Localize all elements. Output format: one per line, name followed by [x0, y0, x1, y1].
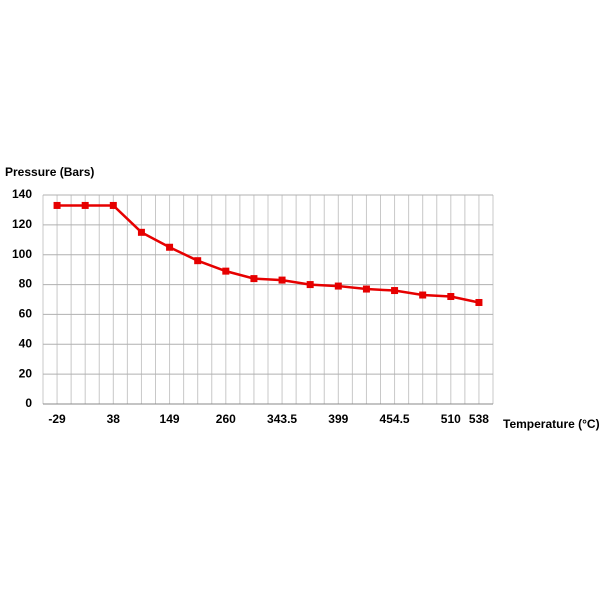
point-marker: [81, 201, 89, 209]
x-tick-label: 538: [469, 412, 489, 426]
point-marker: [475, 298, 483, 306]
y-tick-label: 40: [19, 336, 33, 350]
point-marker: [419, 291, 427, 299]
point-marker: [53, 201, 61, 209]
point-marker: [334, 282, 342, 290]
point-marker: [222, 267, 230, 275]
x-tick-label: 149: [160, 412, 180, 426]
point-marker: [194, 257, 202, 265]
point-marker: [362, 285, 370, 293]
y-tick-label: 60: [19, 307, 33, 321]
point-marker: [250, 275, 258, 283]
x-tick-label: 510: [441, 412, 461, 426]
point-marker: [166, 243, 174, 251]
x-tick-label: 343.5: [267, 412, 297, 426]
x-tick-label: 260: [216, 412, 236, 426]
x-tick-label: 38: [107, 412, 121, 426]
point-marker: [137, 228, 145, 236]
point-marker: [447, 293, 455, 301]
y-tick-label: 0: [25, 396, 32, 410]
x-tick-label: -29: [48, 412, 66, 426]
point-marker: [278, 276, 286, 284]
point-marker: [109, 201, 117, 209]
x-axis-title: Temperature (°C): [503, 417, 600, 431]
y-tick-label: 120: [12, 217, 32, 231]
y-axis-title: Pressure (Bars): [5, 165, 94, 179]
y-tick-label: 80: [19, 277, 33, 291]
x-tick-label: 399: [328, 412, 348, 426]
y-tick-label: 100: [12, 247, 32, 261]
point-marker: [306, 281, 314, 289]
y-tick-label: 140: [12, 187, 32, 201]
series-line: [57, 204, 480, 304]
point-marker: [391, 287, 399, 295]
y-tick-label: 20: [19, 366, 33, 380]
x-tick-label: 454.5: [380, 412, 410, 426]
